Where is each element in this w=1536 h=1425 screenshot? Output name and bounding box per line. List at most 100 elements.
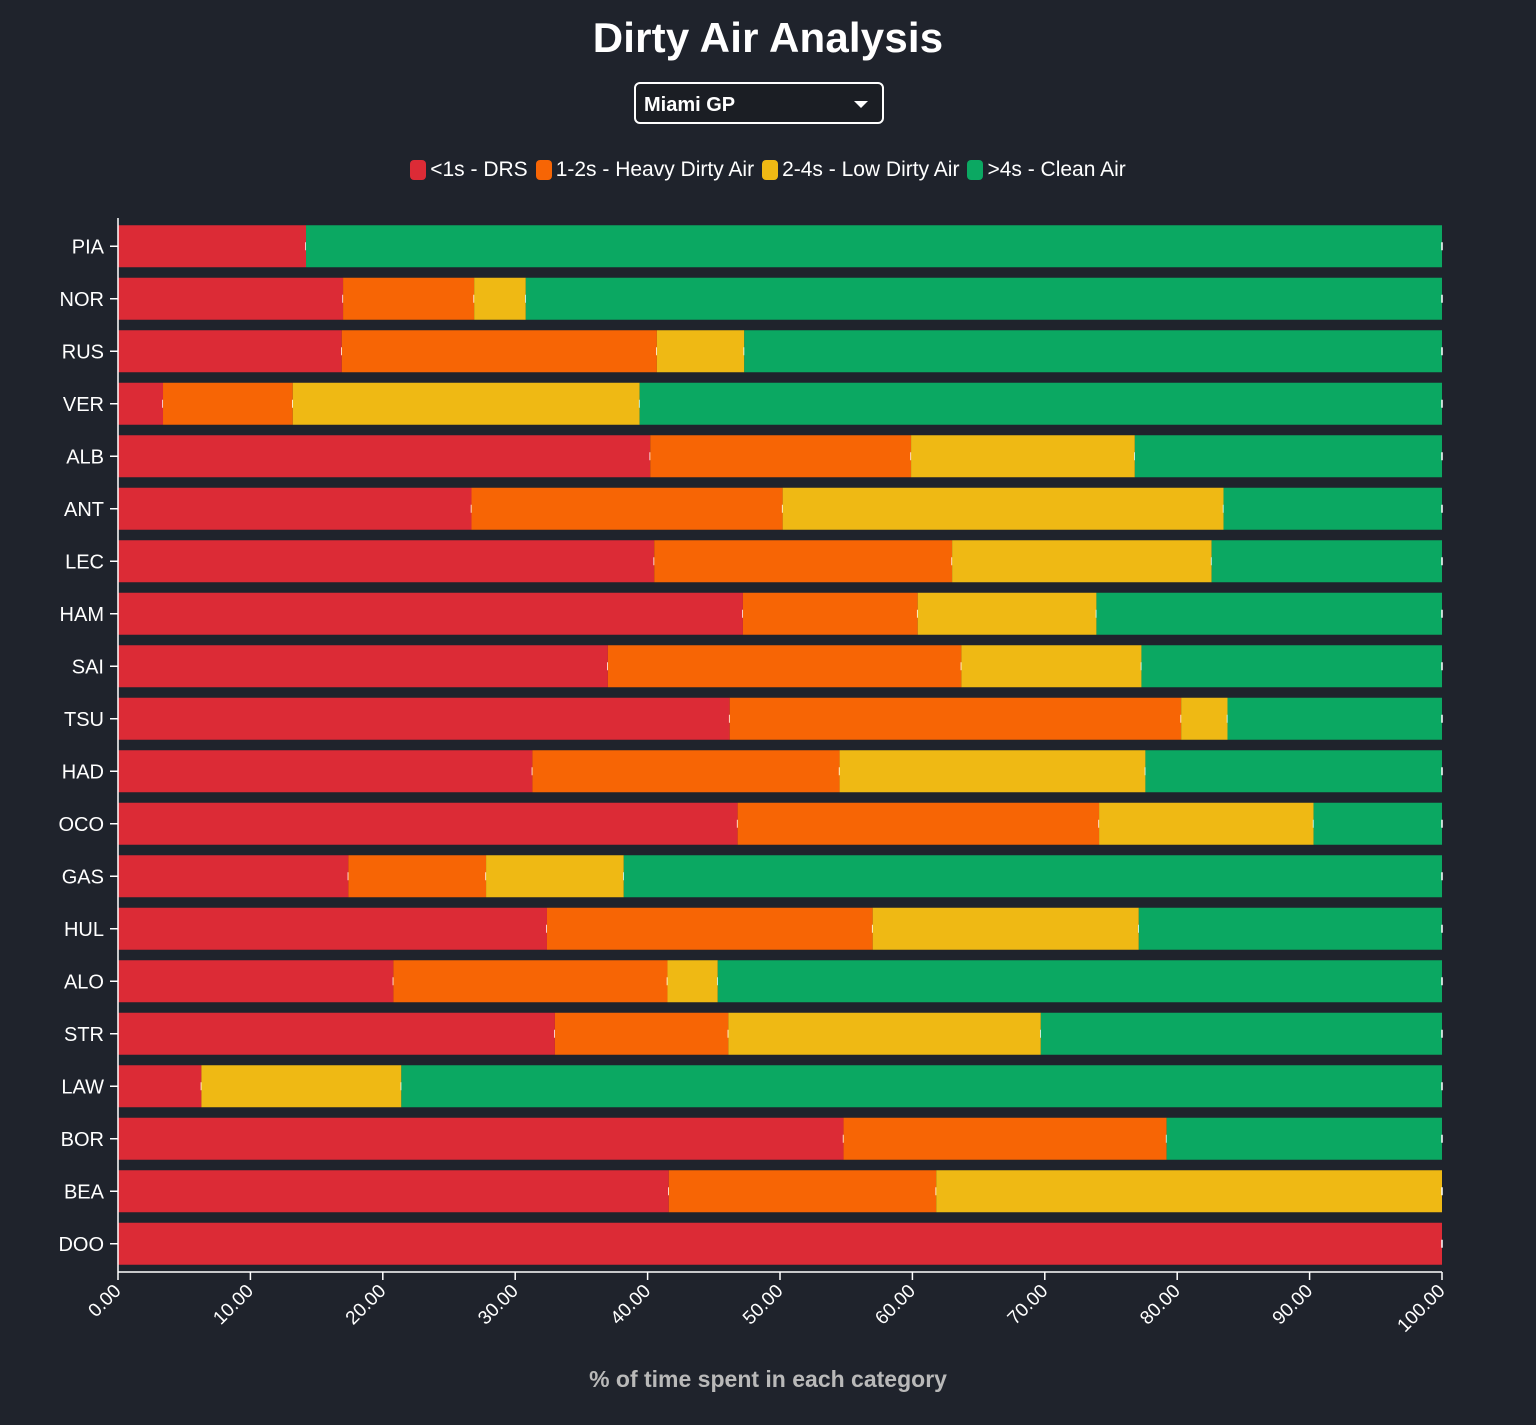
x-tick-label: 100.00 — [1394, 1281, 1450, 1337]
bar-segment[interactable] — [348, 855, 487, 898]
y-tick-label: BOR — [61, 1129, 104, 1151]
bar-segment[interactable] — [554, 1012, 729, 1055]
legend-label: 2-4s - Low Dirty Air — [782, 158, 960, 181]
bar-segment[interactable] — [341, 330, 657, 373]
bar-segment[interactable] — [118, 1065, 202, 1108]
bar-segment[interactable] — [728, 1012, 1041, 1055]
bar-segment[interactable] — [1040, 1012, 1442, 1055]
legend-item-heavy-dirty-air[interactable]: 1-2s - Heavy Dirty Air — [535, 158, 754, 182]
bar-segment[interactable] — [118, 1222, 1442, 1265]
bar-segment[interactable] — [911, 435, 1135, 478]
bar-segment[interactable] — [917, 592, 1097, 635]
bar-segment[interactable] — [292, 382, 640, 425]
y-tick-label: SAI — [72, 656, 104, 678]
bar-segment[interactable] — [118, 1170, 669, 1213]
bar-segment[interactable] — [654, 540, 953, 583]
bar-segment[interactable] — [1096, 592, 1442, 635]
bar-segment[interactable] — [1138, 907, 1442, 950]
legend-swatch — [410, 160, 427, 180]
bar-segment[interactable] — [961, 645, 1142, 688]
bar-segment[interactable] — [118, 225, 307, 268]
x-tick-label: 40.00 — [607, 1281, 655, 1329]
y-tick-label: ANT — [64, 499, 104, 521]
bar-segment[interactable] — [839, 750, 1146, 793]
y-tick-label: LEC — [65, 551, 104, 573]
x-tick-label: 30.00 — [474, 1281, 522, 1329]
bar-segment[interactable] — [118, 330, 342, 373]
bar-segment[interactable] — [201, 1065, 402, 1108]
bar-segment[interactable] — [737, 802, 1100, 845]
bar-segment[interactable] — [936, 1170, 1442, 1213]
bar-segment[interactable] — [118, 802, 738, 845]
bar-segment[interactable] — [532, 750, 840, 793]
bar-segment[interactable] — [1134, 435, 1442, 478]
bar-segment[interactable] — [118, 1012, 555, 1055]
x-axis-label: % of time spent in each category — [589, 1366, 947, 1392]
bar-segment[interactable] — [118, 540, 655, 583]
legend-item-drs[interactable]: <1s - DRS — [410, 158, 528, 182]
bar-segment[interactable] — [1211, 540, 1442, 583]
bar-segment[interactable] — [118, 487, 472, 530]
race-select[interactable]: Miami GP — [634, 82, 884, 124]
legend-item-low-dirty-air[interactable]: 2-4s - Low Dirty Air — [762, 158, 959, 182]
race-select-value: Miami GP — [644, 94, 736, 116]
bar-segment[interactable] — [118, 592, 743, 635]
x-tick-label: 80.00 — [1136, 1281, 1184, 1329]
bar-segment[interactable] — [1313, 802, 1442, 845]
x-tick-label: 70.00 — [1004, 1281, 1052, 1329]
bar-segment[interactable] — [650, 435, 912, 478]
bar-segment[interactable] — [1099, 802, 1314, 845]
bar-segment[interactable] — [471, 487, 783, 530]
legend-label: >4s - Clean Air — [987, 158, 1126, 181]
bar-segment[interactable] — [1227, 697, 1442, 740]
x-tick-label: 20.00 — [342, 1281, 390, 1329]
bar-segment[interactable] — [782, 487, 1224, 530]
y-tick-label: DOO — [58, 1234, 104, 1256]
bar-segment[interactable] — [1223, 487, 1442, 530]
bar-segment[interactable] — [546, 907, 873, 950]
legend-item-clean-air[interactable]: >4s - Clean Air — [967, 158, 1126, 182]
bar-segment[interactable] — [401, 1065, 1443, 1108]
bar-segment[interactable] — [163, 382, 293, 425]
bar-segment[interactable] — [118, 855, 349, 898]
chevron-down-icon — [854, 101, 868, 108]
bar-segment[interactable] — [118, 645, 608, 688]
bar-segment[interactable] — [393, 960, 668, 1003]
bar-segment[interactable] — [118, 1117, 844, 1160]
bar-segment[interactable] — [118, 382, 164, 425]
bar-segment[interactable] — [118, 960, 394, 1003]
bar-segment[interactable] — [118, 697, 730, 740]
bar-segment[interactable] — [474, 277, 526, 320]
bar-segment[interactable] — [639, 382, 1442, 425]
bar-segment[interactable] — [118, 277, 344, 320]
bar-segment[interactable] — [668, 1170, 937, 1213]
bar-segment[interactable] — [1166, 1117, 1442, 1160]
chart-title: Dirty Air Analysis — [592, 14, 944, 61]
bar-segment[interactable] — [952, 540, 1212, 583]
bar-segment[interactable] — [118, 435, 651, 478]
bar-segment[interactable] — [118, 750, 533, 793]
bar-segment[interactable] — [525, 277, 1442, 320]
legend-swatch — [762, 160, 779, 180]
bar-segment[interactable] — [607, 645, 962, 688]
bar-segment[interactable] — [1141, 645, 1442, 688]
y-tick-label: NOR — [60, 289, 104, 311]
bar-segment[interactable] — [843, 1117, 1167, 1160]
bar-segment[interactable] — [118, 907, 547, 950]
bar-segment[interactable] — [623, 855, 1442, 898]
bar-segment[interactable] — [486, 855, 624, 898]
bar-segment[interactable] — [343, 277, 475, 320]
y-tick-label: HAM — [60, 604, 104, 626]
bar-segment[interactable] — [872, 907, 1139, 950]
bar-segment[interactable] — [1145, 750, 1442, 793]
bar-segment[interactable] — [667, 960, 718, 1003]
bar-segment[interactable] — [717, 960, 1442, 1003]
x-tick-label: 60.00 — [871, 1281, 919, 1329]
bar-segment[interactable] — [744, 330, 1442, 373]
bar-segment[interactable] — [1181, 697, 1228, 740]
bar-segment[interactable] — [656, 330, 745, 373]
bar-segment[interactable] — [306, 225, 1442, 268]
y-tick-label: PIA — [72, 236, 105, 258]
bar-segment[interactable] — [742, 592, 918, 635]
bar-segment[interactable] — [729, 697, 1182, 740]
